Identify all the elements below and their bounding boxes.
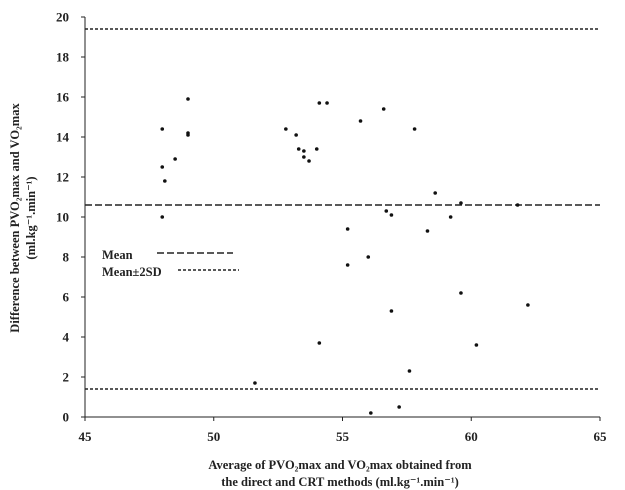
data-point bbox=[366, 255, 371, 259]
x-axis-title-line2: the direct and CRT methods (ml.kg⁻¹.min⁻… bbox=[221, 475, 459, 489]
data-point bbox=[369, 411, 373, 415]
data-point bbox=[160, 127, 165, 131]
data-point bbox=[302, 149, 306, 153]
data-point bbox=[358, 119, 363, 123]
data-point bbox=[425, 229, 430, 233]
data-point bbox=[412, 127, 417, 131]
y-tick-label: 12 bbox=[56, 170, 69, 185]
y-tick-label: 0 bbox=[63, 410, 70, 425]
y-tick-label: 18 bbox=[56, 50, 70, 65]
data-point bbox=[459, 291, 463, 295]
y-tick-label: 6 bbox=[63, 290, 70, 305]
x-axis-title-line1: Average of PVO₂max and VO₂max obtained f… bbox=[208, 458, 472, 472]
data-point bbox=[160, 215, 165, 219]
y-axis-title-line1: Difference between PVO₂max and VO₂max bbox=[8, 103, 22, 333]
data-point bbox=[474, 343, 479, 347]
data-point bbox=[294, 133, 298, 137]
data-point bbox=[186, 133, 190, 137]
data-point bbox=[186, 97, 190, 101]
data-point bbox=[284, 127, 288, 131]
y-tick-label: 10 bbox=[56, 210, 69, 225]
x-tick-label: 65 bbox=[594, 429, 608, 444]
data-point bbox=[160, 165, 165, 169]
legend-label-mean: Mean bbox=[102, 248, 133, 262]
plot-area: 0 2 4 6 8 10 12 14 16 18 20 45 50 55 60 65 bbox=[56, 10, 607, 445]
y-tick-label: 2 bbox=[63, 370, 70, 385]
y-axis-title-line2: (ml.kg⁻¹.min⁻¹) bbox=[24, 176, 38, 259]
y-tick-label: 16 bbox=[56, 90, 70, 105]
data-point bbox=[325, 101, 329, 105]
y-tick-label: 8 bbox=[63, 250, 70, 265]
data-point bbox=[173, 157, 177, 161]
data-point bbox=[384, 209, 389, 213]
data-point bbox=[296, 147, 301, 151]
legend: Mean Mean±2SD bbox=[102, 248, 239, 279]
data-point bbox=[407, 369, 412, 373]
y-tick-label: 14 bbox=[56, 130, 70, 145]
reference-lines bbox=[85, 28, 600, 390]
x-tick-label: 60 bbox=[465, 429, 478, 444]
y-tick-label: 4 bbox=[63, 330, 70, 345]
data-point bbox=[448, 215, 453, 219]
data-point bbox=[317, 101, 322, 105]
x-tick-label: 55 bbox=[336, 429, 350, 444]
data-point bbox=[459, 201, 463, 205]
x-tick-label: 50 bbox=[207, 429, 220, 444]
data-point bbox=[253, 381, 257, 385]
data-point bbox=[526, 303, 530, 307]
data-point bbox=[302, 155, 306, 159]
data-points bbox=[160, 97, 530, 415]
data-point bbox=[397, 405, 401, 409]
x-axis-ticks: 45 50 55 60 65 bbox=[79, 417, 608, 444]
legend-label-mean-2sd: Mean±2SD bbox=[102, 265, 162, 279]
data-point bbox=[433, 191, 438, 195]
y-axis-ticks: 0 2 4 6 8 10 12 14 16 18 20 bbox=[56, 10, 85, 425]
data-point bbox=[317, 341, 322, 345]
data-point bbox=[307, 159, 311, 163]
data-point bbox=[389, 309, 394, 313]
data-point bbox=[389, 213, 394, 217]
data-point bbox=[314, 147, 319, 151]
x-tick-label: 45 bbox=[79, 429, 93, 444]
data-point bbox=[163, 179, 167, 183]
y-tick-label: 20 bbox=[56, 10, 69, 25]
data-point bbox=[345, 263, 350, 267]
data-point bbox=[345, 227, 350, 231]
data-point bbox=[381, 107, 386, 111]
data-point bbox=[515, 203, 520, 207]
